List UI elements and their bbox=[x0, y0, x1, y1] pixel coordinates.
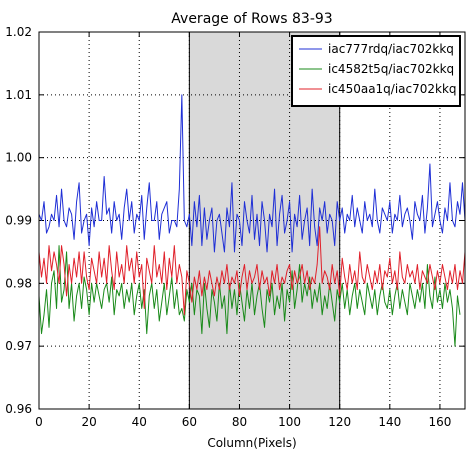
y-tick-label: 0.98 bbox=[5, 276, 32, 290]
chart-title: Average of Rows 83-93 bbox=[171, 11, 332, 27]
x-tick-label: 60 bbox=[182, 415, 197, 429]
y-tick-label: 0.97 bbox=[5, 339, 32, 353]
x-tick-label: 40 bbox=[132, 415, 147, 429]
x-tick-label: 140 bbox=[378, 415, 401, 429]
series-line-3 bbox=[38, 226, 466, 316]
x-tick-label: 100 bbox=[278, 415, 301, 429]
y-tick-label: 1.00 bbox=[5, 151, 32, 165]
legend-label-1: iac777rdq/iac702kkq bbox=[328, 42, 454, 56]
legend-label-2: ic4582t5q/iac702kkq bbox=[328, 62, 454, 76]
x-tick-label: 160 bbox=[428, 415, 451, 429]
y-tick-label: 0.96 bbox=[5, 402, 32, 416]
x-tick-label: 120 bbox=[328, 415, 351, 429]
x-tick-label: 80 bbox=[232, 415, 247, 429]
x-axis-title: Column(Pixels) bbox=[207, 436, 296, 450]
legend: iac777rdq/iac702kkq ic4582t5q/iac702kkq ic… bbox=[291, 35, 461, 107]
legend-box bbox=[291, 35, 461, 107]
y-tick-label: 0.99 bbox=[5, 214, 32, 228]
x-tick-label: 0 bbox=[35, 415, 43, 429]
y-tick-label: 1.02 bbox=[5, 25, 32, 39]
y-tick-label: 1.01 bbox=[5, 88, 32, 102]
series-line-2 bbox=[38, 245, 461, 347]
legend-label-3: ic450aa1q/iac702kkq bbox=[328, 82, 457, 96]
plot-frame bbox=[38, 31, 466, 410]
x-tick-label: 20 bbox=[81, 415, 96, 429]
series-line-1 bbox=[38, 94, 466, 253]
